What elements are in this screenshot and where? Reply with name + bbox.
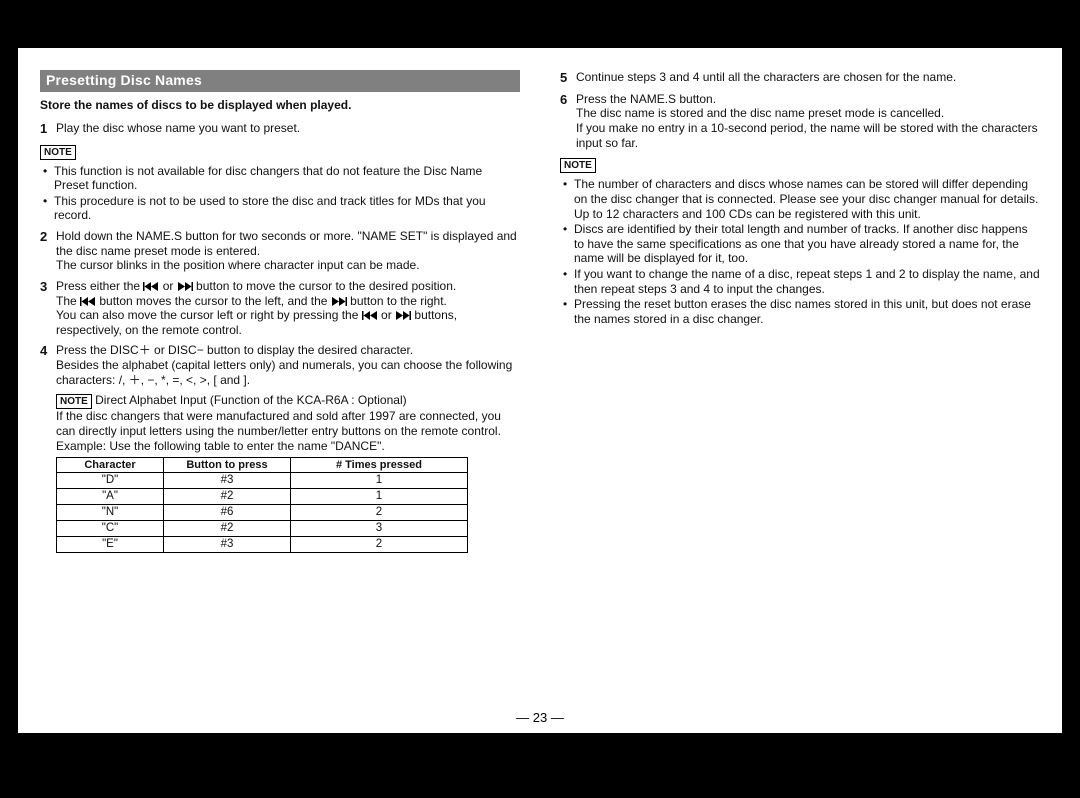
step-3: 3 Press either the or button to move the…: [40, 279, 520, 338]
step-text: or: [378, 308, 395, 322]
left-column: Presetting Disc Names Store the names of…: [40, 70, 520, 553]
inline-note-block: NOTE Direct Alphabet Input (Function of …: [56, 393, 520, 409]
table-row: "E"#32: [57, 537, 468, 553]
table-row: "A"#21: [57, 489, 468, 505]
note-item: This procedure is not to be used to stor…: [54, 194, 520, 223]
two-column-layout: Presetting Disc Names Store the names of…: [18, 38, 1062, 553]
step-text: button to move the cursor to the desired…: [193, 279, 456, 293]
table-header: Character: [57, 458, 164, 473]
step-5: 5 Continue steps 3 and 4 until all the c…: [560, 70, 1040, 86]
note-list-1: This function is not available for disc …: [40, 164, 520, 224]
step-text: Besides the alphabet (capital letters on…: [56, 358, 512, 387]
step-text: button to the right.: [347, 294, 447, 308]
step-body: Press either the or button to move the c…: [56, 279, 520, 338]
skip-next-icon: [395, 311, 411, 320]
step-text: If you make no entry in a 10-second peri…: [576, 121, 1038, 150]
note-item: Pressing the reset button erases the dis…: [574, 297, 1040, 326]
step-text: Press the NAME.S button.: [576, 92, 716, 106]
table-cell: 1: [291, 473, 468, 489]
table-cell: 1: [291, 489, 468, 505]
page-number: — 23 —: [18, 710, 1062, 725]
table-cell: #6: [164, 505, 291, 521]
step-body: Play the disc whose name you want to pre…: [56, 121, 520, 137]
table-cell: #3: [164, 537, 291, 553]
note-item: The number of characters and discs whose…: [574, 177, 1040, 221]
section-title: Presetting Disc Names: [40, 70, 520, 92]
table-cell: 2: [291, 505, 468, 521]
step-text: Press either the: [56, 279, 143, 293]
skip-prev-icon: [80, 297, 96, 306]
note-badge: NOTE: [560, 158, 596, 173]
table-header-row: Character Button to press # Times presse…: [57, 458, 468, 473]
step-body: Press the NAME.S button. The disc name i…: [576, 92, 1040, 151]
step-number: 1: [40, 121, 56, 137]
note-badge: NOTE: [40, 145, 76, 160]
table-row: "C"#23: [57, 521, 468, 537]
step-body: Press the DISC＋ or DISC− button to displ…: [56, 343, 520, 387]
manual-page: Presetting Disc Names Store the names of…: [18, 38, 1062, 733]
step-body: Continue steps 3 and 4 until all the cha…: [576, 70, 1040, 86]
skip-prev-icon: [362, 311, 378, 320]
step-number: 5: [560, 70, 576, 86]
right-column: 5 Continue steps 3 and 4 until all the c…: [560, 70, 1040, 553]
table-cell: "N": [57, 505, 164, 521]
note-item: If you want to change the name of a disc…: [574, 267, 1040, 296]
step-text: or: [159, 279, 176, 293]
table-row: "D"#31: [57, 473, 468, 489]
step-text: Press the DISC＋ or DISC− button to displ…: [56, 343, 413, 357]
step-text: button moves the cursor to the left, and…: [96, 294, 331, 308]
table-cell: #3: [164, 473, 291, 489]
table-cell: "D": [57, 473, 164, 489]
step-text: Hold down the NAME.S button for two seco…: [56, 229, 517, 258]
table-row: "N"#62: [57, 505, 468, 521]
step-text: The: [56, 294, 80, 308]
step-number: 3: [40, 279, 56, 338]
step-4: 4 Press the DISC＋ or DISC− button to dis…: [40, 343, 520, 387]
note-badge: NOTE: [56, 394, 92, 409]
step-text: The disc name is stored and the disc nam…: [576, 106, 944, 120]
inline-note-paragraph: If the disc changers that were manufactu…: [56, 409, 520, 453]
step-body: Hold down the NAME.S button for two seco…: [56, 229, 520, 273]
table-cell: #2: [164, 521, 291, 537]
step-text: The cursor blinks in the position where …: [56, 258, 420, 272]
top-black-bar: [18, 38, 1062, 48]
table-cell: 3: [291, 521, 468, 537]
note-item: Discs are identified by their total leng…: [574, 222, 1040, 266]
table-cell: "C": [57, 521, 164, 537]
note-item: This function is not available for disc …: [54, 164, 520, 193]
character-table: Character Button to press # Times presse…: [56, 457, 468, 553]
table-header: # Times pressed: [291, 458, 468, 473]
table-cell: #2: [164, 489, 291, 505]
step-number: 6: [560, 92, 576, 151]
skip-prev-icon: [143, 282, 159, 291]
step-text: You can also move the cursor left or rig…: [56, 308, 362, 322]
step-6: 6 Press the NAME.S button. The disc name…: [560, 92, 1040, 151]
step-number: 4: [40, 343, 56, 387]
step-1: 1 Play the disc whose name you want to p…: [40, 121, 520, 137]
table-cell: 2: [291, 537, 468, 553]
table-header: Button to press: [164, 458, 291, 473]
skip-next-icon: [177, 282, 193, 291]
inline-note-text: Direct Alphabet Input (Function of the K…: [92, 393, 407, 407]
step-number: 2: [40, 229, 56, 273]
table-cell: "A": [57, 489, 164, 505]
section-subtitle: Store the names of discs to be displayed…: [40, 98, 520, 113]
step-2: 2 Hold down the NAME.S button for two se…: [40, 229, 520, 273]
note-list-2: The number of characters and discs whose…: [560, 177, 1040, 326]
table-cell: "E": [57, 537, 164, 553]
skip-next-icon: [331, 297, 347, 306]
